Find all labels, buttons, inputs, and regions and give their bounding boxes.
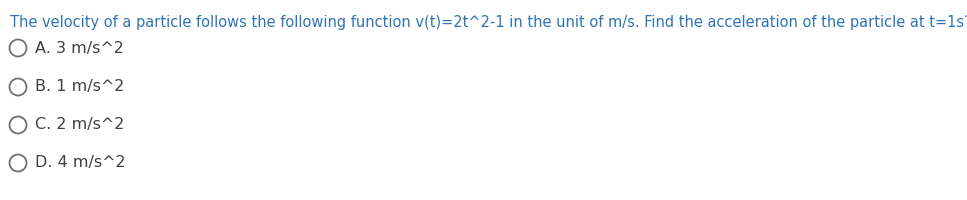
Text: The velocity of a particle follows the following function v(t)=2t^2-1 in the uni: The velocity of a particle follows the f… xyxy=(10,15,967,30)
Text: A. 3 m/s^2: A. 3 m/s^2 xyxy=(35,40,124,55)
Text: D. 4 m/s^2: D. 4 m/s^2 xyxy=(35,156,126,170)
Text: C. 2 m/s^2: C. 2 m/s^2 xyxy=(35,117,125,132)
Text: B. 1 m/s^2: B. 1 m/s^2 xyxy=(35,79,125,95)
